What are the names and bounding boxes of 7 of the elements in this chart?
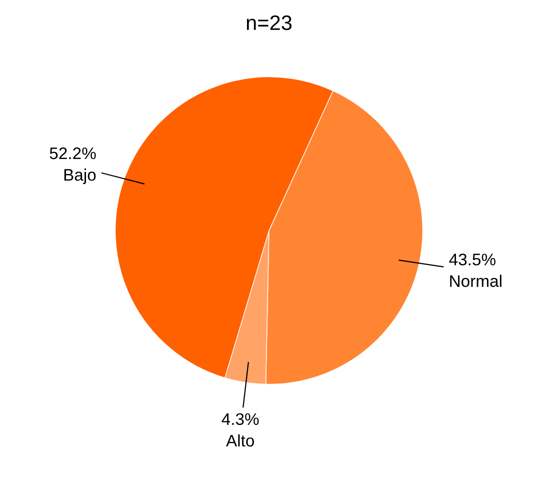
data-label: 4.3% [222, 413, 259, 426]
slice-label: Alto [226, 434, 254, 447]
slice-label: Bajo [64, 168, 96, 184]
data-label: 52.2% [50, 147, 96, 160]
chart-title: n=23 [246, 15, 292, 30]
data-label: 43.5% [449, 254, 496, 266]
slice-label: Normal [450, 274, 502, 287]
